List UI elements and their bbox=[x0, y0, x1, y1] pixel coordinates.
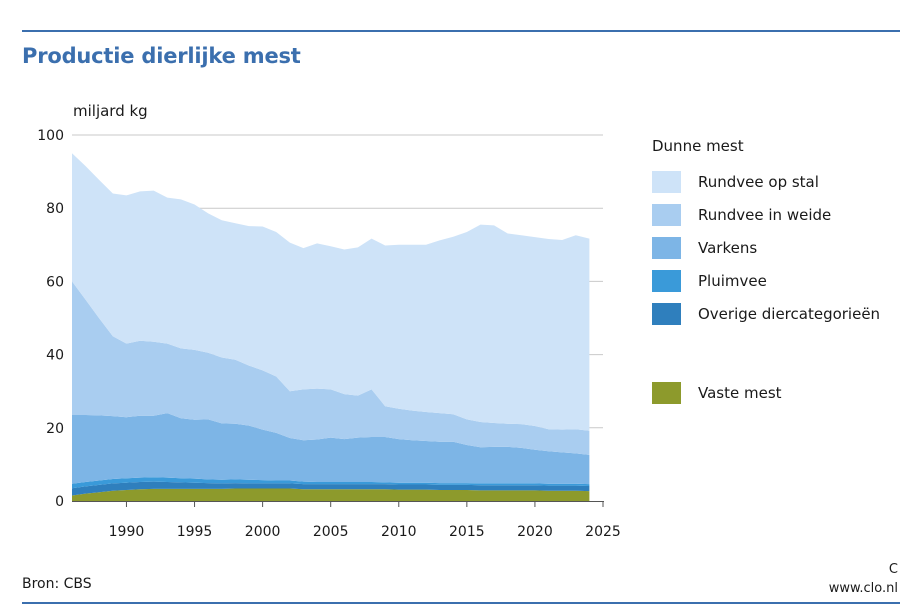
legend-swatch bbox=[652, 381, 681, 404]
x-tick-label: 1995 bbox=[177, 524, 213, 540]
legend-item-rundvee-op-stal: Rundvee op stal bbox=[652, 165, 880, 198]
credit-line-1: C bbox=[888, 562, 898, 577]
area-pluimvee bbox=[72, 477, 590, 489]
legend-label: Varkens bbox=[698, 238, 758, 257]
legend-item-rundvee-in-weide: Rundvee in weide bbox=[652, 198, 880, 231]
x-tick-label: 2020 bbox=[517, 524, 553, 540]
legend-label: Vaste mest bbox=[698, 383, 782, 402]
legend-swatch bbox=[652, 170, 681, 193]
legend-item-vaste-mest: Vaste mest bbox=[652, 376, 880, 409]
x-tick-label: 2025 bbox=[585, 524, 621, 540]
legend-item-overige-diercategorieen: Overige diercategorieën bbox=[652, 297, 880, 330]
legend: Dunne mest Rundvee op stal Rundvee in we… bbox=[652, 137, 880, 409]
credit-url: www.clo.nl bbox=[828, 581, 898, 596]
y-tick-label: 40 bbox=[46, 348, 64, 364]
legend-swatch bbox=[652, 269, 681, 292]
y-tick-label: 60 bbox=[46, 274, 64, 290]
area-rundvee-op-stal bbox=[72, 153, 590, 431]
credit: C www.clo.nl bbox=[829, 560, 898, 598]
legend-swatch bbox=[652, 302, 681, 325]
legend-label: Rundvee in weide bbox=[698, 205, 832, 224]
x-tick-label: 2015 bbox=[449, 524, 485, 540]
legend-group-title: Dunne mest bbox=[652, 137, 744, 155]
legend-swatch bbox=[652, 236, 681, 259]
legend-label: Rundvee op stal bbox=[698, 172, 819, 191]
area-vaste-mest bbox=[72, 488, 590, 501]
area-rundvee-in-weide bbox=[72, 281, 590, 455]
legend-item-pluimvee: Pluimvee bbox=[652, 264, 880, 297]
area-overige-diercategorie-n bbox=[72, 481, 590, 496]
stacked-areas bbox=[72, 153, 590, 501]
y-tick-label: 20 bbox=[46, 421, 64, 437]
x-tick-label: 2000 bbox=[245, 524, 281, 540]
x-tick-label: 2005 bbox=[313, 524, 349, 540]
y-tick-label: 80 bbox=[46, 201, 64, 217]
top-rule bbox=[22, 30, 900, 32]
bottom-rule bbox=[22, 602, 900, 604]
y-tick-label: 100 bbox=[37, 128, 64, 144]
axes: 0 20 40 60 80 100 1990 1995 2000 2005 2010 2015 2020… bbox=[37, 128, 621, 540]
area-varkens bbox=[72, 413, 590, 485]
legend-item-varkens: Varkens bbox=[652, 231, 880, 264]
x-tick-label: 2010 bbox=[381, 524, 417, 540]
legend-label: Pluimvee bbox=[698, 271, 767, 290]
chart-title: Productie dierlijke mest bbox=[22, 44, 301, 68]
y-axis-unit-label: miljard kg bbox=[73, 102, 148, 120]
source-note: Bron: CBS bbox=[22, 576, 92, 592]
legend-label: Overige diercategorieën bbox=[698, 304, 881, 323]
x-tick-label: 1990 bbox=[109, 524, 145, 540]
y-tick-label: 0 bbox=[55, 494, 64, 510]
legend-swatch bbox=[652, 203, 681, 226]
